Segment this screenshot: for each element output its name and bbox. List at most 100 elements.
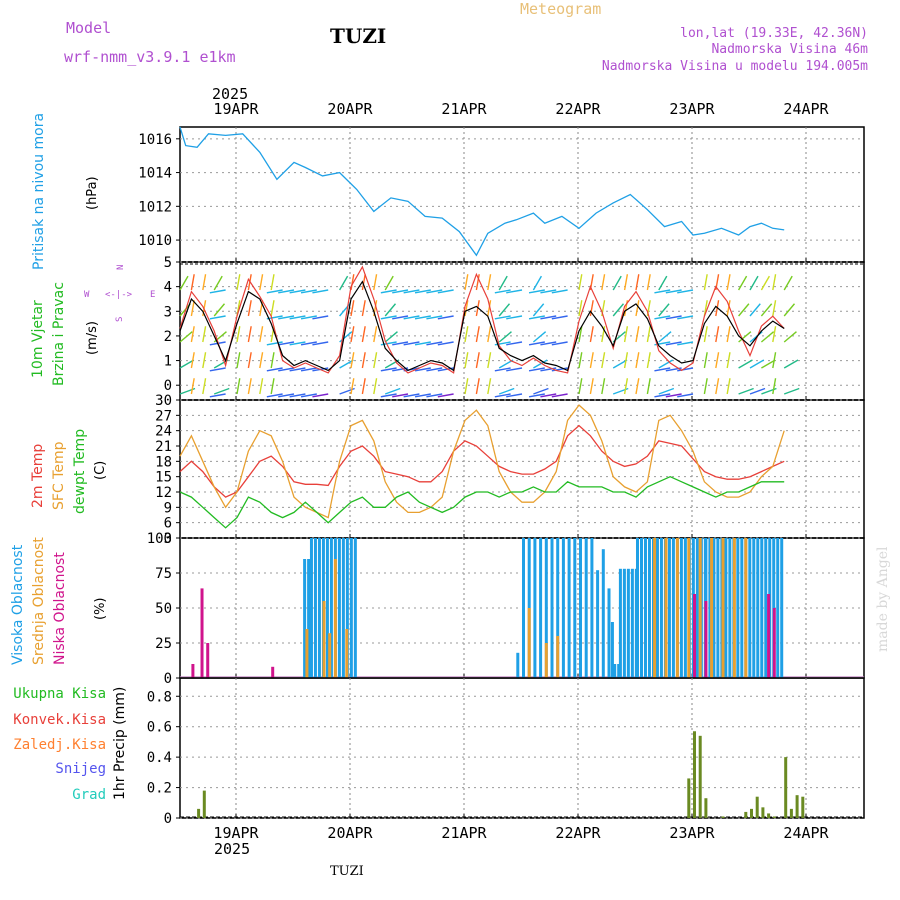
- wind-arrow: [179, 275, 189, 291]
- wind-arrow: [278, 315, 295, 320]
- cloud-bar: [590, 538, 594, 678]
- wind-arrow: [551, 393, 568, 398]
- cloud-bar: [728, 538, 732, 678]
- wind-unit: (m/s): [85, 321, 100, 355]
- wind-arrow: [783, 359, 799, 369]
- wind-arrow: [772, 352, 777, 369]
- wind-arrow: [487, 326, 492, 343]
- temp-ylabel-1: 2m Temp: [30, 444, 46, 508]
- wind-arrow: [738, 387, 754, 395]
- wind-arrow: [601, 326, 606, 343]
- y-tick-label: 18: [155, 454, 172, 470]
- wind-arrow: [266, 315, 283, 320]
- wind-arrow: [259, 378, 264, 395]
- cloud-bar: [607, 588, 611, 678]
- cloud-bar: [613, 664, 617, 678]
- precip-panel: 0 0.2 0.4 0.6 0.8: [147, 677, 865, 827]
- wind-arrow: [213, 387, 230, 395]
- wind-arrow: [589, 300, 594, 317]
- wind-arrow: [665, 393, 682, 398]
- y-tick-label: 100: [147, 531, 172, 547]
- cloud-bar: [664, 538, 668, 678]
- wind-arrow: [414, 289, 431, 294]
- cloud-bar: [337, 538, 341, 678]
- wind-arrow: [278, 367, 295, 372]
- cloud-bar: [556, 636, 560, 678]
- wind-arrow: [384, 387, 401, 395]
- cloud-bar: [655, 538, 659, 678]
- wind-arrow: [726, 352, 731, 369]
- cloud-ylabel-2: Srednja Oblacnost: [31, 537, 47, 665]
- year-top: 2025: [212, 85, 248, 103]
- wind-arrow: [403, 289, 420, 294]
- wind-arrow: [601, 378, 606, 395]
- wind-arrow: [761, 359, 776, 369]
- cloud-bar: [305, 629, 309, 678]
- wind-arrow: [350, 352, 355, 369]
- wind-arrow: [726, 326, 731, 343]
- cloud-bar: [544, 538, 548, 678]
- cloud-bar: [271, 666, 275, 678]
- wind-arrow: [658, 359, 674, 369]
- y-tick-label: 3: [164, 304, 172, 320]
- top-date-label: 23APR: [669, 100, 715, 118]
- wind-arrow: [361, 274, 366, 291]
- cloud-bar: [333, 559, 337, 678]
- bottom-date-label: 24APR: [783, 824, 829, 842]
- wind-arrow: [601, 352, 606, 369]
- wind-arrow: [350, 378, 355, 395]
- wind-arrow: [506, 315, 523, 320]
- wind-arrow: [380, 367, 397, 372]
- wind-arrow: [654, 315, 671, 320]
- wind-arrow: [506, 289, 523, 294]
- wind-arrow: [551, 315, 568, 320]
- wind-arrow: [665, 289, 682, 294]
- wind-arrow: [578, 274, 583, 291]
- compass-n: N: [116, 265, 126, 270]
- coords-text: lon,lat (19.33E, 42.36N): [680, 26, 868, 41]
- wind-arrow: [373, 378, 378, 395]
- cloud-bar: [752, 538, 756, 678]
- cloud-bar: [695, 538, 699, 678]
- pressure-panel: 1010 1012 1014 1016: [138, 126, 865, 263]
- wind-arrow: [612, 275, 622, 291]
- wind-arrow: [749, 387, 766, 395]
- y-tick-label: 2: [164, 329, 172, 345]
- wind-arrow: [278, 289, 295, 294]
- compass-e: E: [150, 290, 155, 300]
- wind-arrow: [783, 275, 793, 291]
- wind-arrow: [528, 315, 545, 320]
- wind-arrow: [414, 393, 431, 398]
- wind-arrow: [677, 367, 694, 372]
- wind-arrow: [783, 303, 796, 317]
- cloud-bar: [325, 538, 329, 678]
- model-label: Model: [66, 19, 111, 37]
- y-tick-label: 0.6: [147, 720, 172, 736]
- wind-arrow: [464, 352, 469, 369]
- wind-arrow: [494, 367, 511, 372]
- cloud-bar: [567, 538, 571, 678]
- cloud-bar: [776, 538, 780, 678]
- cloud-bar: [679, 538, 683, 678]
- wind-arrow: [738, 359, 753, 369]
- wind-arrow: [300, 393, 317, 398]
- pressure-ylabel: Pritisak na nivou mora: [31, 113, 47, 270]
- cloud-bar: [556, 538, 560, 678]
- cloud-bar: [748, 538, 752, 678]
- cloud-bar: [756, 538, 760, 678]
- wind-arrow: [475, 378, 480, 395]
- wind-arrow: [658, 331, 672, 343]
- wind-arrow: [247, 326, 252, 343]
- cloud-bar: [309, 538, 313, 678]
- wind-arrow: [612, 359, 628, 369]
- wind-arrow: [498, 275, 508, 291]
- wind-arrow: [350, 300, 355, 317]
- wind-arrow: [202, 378, 207, 395]
- top-date-label: 20APR: [327, 100, 373, 118]
- wind-arrow: [533, 359, 548, 369]
- cloud-bar: [573, 538, 577, 678]
- wind-arrow: [635, 378, 640, 395]
- wind-arrow: [380, 315, 397, 320]
- wind-arrow: [339, 331, 353, 343]
- cloud-bar: [687, 538, 691, 678]
